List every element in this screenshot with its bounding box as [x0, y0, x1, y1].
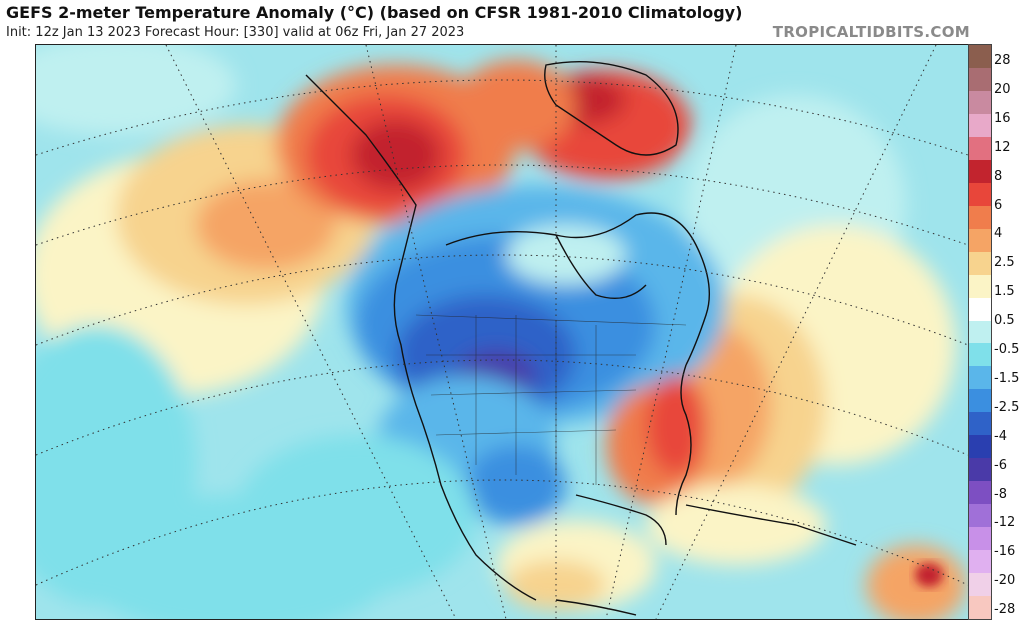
colorbar-label: 1.5: [994, 284, 1015, 300]
colorbar-label: -6: [994, 457, 1007, 473]
colorbar-segment: [969, 67, 991, 92]
colorbar-segment: [969, 297, 991, 321]
colorbar-segment: [969, 113, 991, 138]
colorbar-segment: [969, 527, 991, 551]
colorbar-label: -28: [994, 602, 1016, 618]
colorbar-segment: [969, 596, 991, 620]
colorbar-label: 28: [994, 53, 1011, 68]
anomaly-map: [35, 44, 969, 620]
colorbar-segment: [969, 90, 991, 115]
colorbar-segment: [969, 136, 991, 161]
colorbar-segment: [969, 504, 991, 528]
colorbar-label: -8: [994, 486, 1007, 502]
colorbar-segment: [969, 412, 991, 436]
borders: [415, 314, 687, 485]
colorbar-label: 4: [994, 226, 1003, 242]
colorbar-label: -0.5: [994, 342, 1020, 357]
colorbar-label: 2.5: [994, 255, 1015, 271]
colorbar-segment: [969, 182, 991, 207]
colorbar-segment: [969, 320, 991, 344]
colorbar-segment: [969, 389, 991, 413]
colorbar-segment: [969, 159, 991, 184]
anomaly-field: [36, 45, 966, 619]
colorbar-label: 12: [994, 139, 1011, 155]
forecast-info: Init: 12z Jan 13 2023 Forecast Hour: [33…: [6, 25, 465, 40]
colorbar-label: 20: [994, 81, 1011, 97]
colorbar-label: -2.5: [994, 399, 1020, 415]
colorbar-segment: [969, 274, 991, 299]
site-brand[interactable]: TROPICALTIDBITS.COM: [772, 23, 970, 41]
colorbar-label: -20: [994, 573, 1016, 589]
colorbar-label: -4: [994, 428, 1007, 444]
graticule: [36, 45, 968, 619]
colorbar-segment: [969, 228, 991, 253]
colorbar-label: -1.5: [994, 370, 1020, 386]
colorbar-segment: [969, 366, 991, 390]
colorbar-label: 8: [994, 168, 1003, 184]
map-title: GEFS 2-meter Temperature Anomaly (°C) (b…: [6, 3, 743, 22]
map-canvas: [36, 45, 968, 619]
coastlines: [305, 60, 857, 616]
colorbar-label: -12: [994, 515, 1016, 531]
colorbar-label: 6: [994, 197, 1003, 213]
colorbar-label: -16: [994, 544, 1016, 560]
colorbar-segment: [969, 435, 991, 459]
colorbar-segment: [969, 251, 991, 276]
colorbar-segment: [969, 550, 991, 574]
colorbar-label: 0.5: [994, 313, 1015, 329]
colorbar-segment: [969, 481, 991, 505]
colorbar-segment: [969, 205, 991, 230]
colorbar-label: 16: [994, 110, 1011, 126]
colorbar-segment: [969, 45, 991, 69]
colorbar-segment: [969, 573, 991, 597]
colorbar-segment: [969, 343, 991, 367]
colorbar-labels: 28 20 16 12 8 6 4 2.5 1.5 0.5 -0.5 -1.5 -2.5 -4 -6 -8 -1…: [994, 44, 1024, 618]
colorbar: [968, 44, 992, 620]
colorbar-segment: [969, 458, 991, 482]
